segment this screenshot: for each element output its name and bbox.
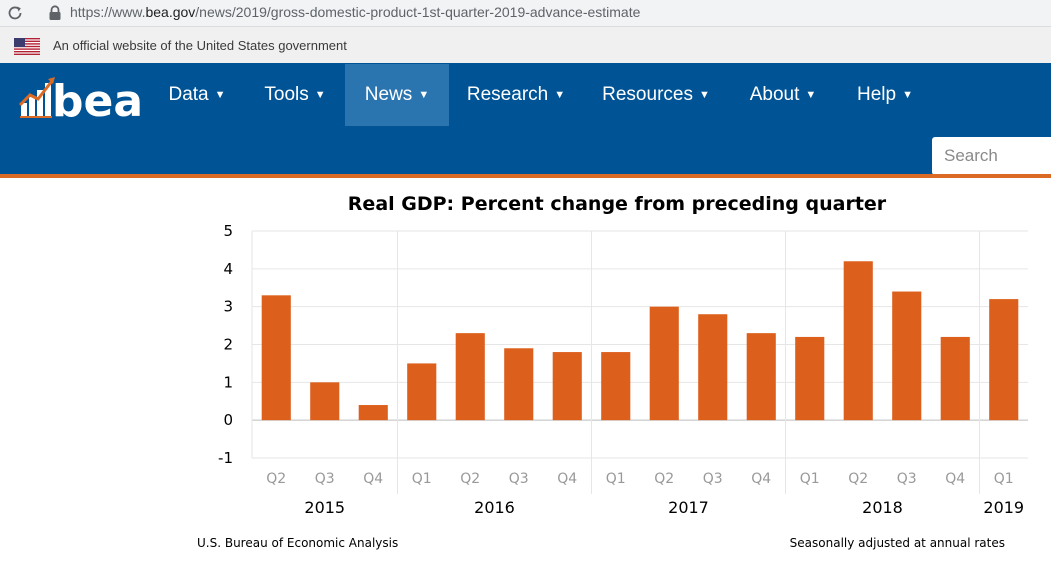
y-tick-label: 5 [223,222,233,240]
chevron-down-icon: ▼ [418,89,430,101]
bar [552,352,582,421]
nav-item-about[interactable]: About ▼ [735,64,831,126]
nav-item-research[interactable]: Research ▼ [455,64,577,126]
x-tick-label: Q2 [460,471,480,487]
x-tick-label: Q1 [606,471,626,487]
bar [746,333,776,421]
nav-item-help[interactable]: Help ▼ [843,64,927,126]
bar [892,291,922,421]
chevron-down-icon: ▼ [902,89,913,101]
gdp-bar-chart: Real GDP: Percent change from preceding … [197,193,1028,550]
x-tick-label: Q4 [363,471,383,487]
chevron-down-icon: ▼ [698,89,710,101]
bar [310,382,340,421]
x-tick-label: Q1 [412,471,432,487]
year-label: 2018 [862,498,903,517]
nav-item-label: Resources [602,84,693,105]
y-tick-label: 2 [223,336,233,354]
nav-item-tools[interactable]: Tools ▼ [248,64,342,126]
bar [795,336,825,421]
nav-accent-stripe [0,174,1051,178]
search-input[interactable] [932,137,1051,175]
x-axis-quarter-labels: Q2 Q3 Q4 Q1 Q2 Q3 Q4 Q1 Q2 Q3 Q4 Q1 Q2 Q3 Q4 Q1 [266,471,1013,487]
y-tick-label: 4 [223,260,233,278]
nav-item-label: Help [857,84,897,105]
y-axis-labels: 5 4 3 2 1 0 -1 [218,222,233,467]
year-label: 2016 [474,498,515,517]
logo-chart-icon [18,77,55,118]
bar [261,295,291,421]
x-tick-label: Q3 [897,471,917,487]
chevron-down-icon: ▼ [554,89,566,101]
main-navbar: bea Data ▼ Tools ▼ News ▼ Research ▼ Resourc… [0,63,1051,175]
bar [649,306,679,421]
year-label: 2015 [304,498,345,517]
nav-item-label: Research [466,84,549,105]
x-tick-label: Q3 [315,471,335,487]
chart-source: U.S. Bureau of Economic Analysis [197,536,398,550]
x-tick-label: Q4 [557,471,577,487]
year-label: 2019 [983,498,1024,517]
bar [504,348,534,421]
x-tick-label: Q4 [945,471,965,487]
nav-item-label: News [364,84,413,105]
year-label: 2017 [668,498,709,517]
gov-banner-text: An official website of the United States… [53,38,347,53]
bar [358,405,388,421]
bar [989,299,1019,421]
x-axis-year-labels: 2015 2016 2017 2018 2019 [304,498,1024,517]
url-path: /news/2019/gross-domestic-product-1st-qu… [195,4,641,20]
nav-item-label: About [749,84,800,105]
url-host: bea.gov [145,4,196,20]
url-prefix: https://www. [70,4,146,20]
chart-title: Real GDP: Percent change from preceding … [348,193,887,215]
x-tick-label: Q2 [848,471,868,487]
nav-item-label: Tools [264,84,309,105]
bea-logo[interactable]: bea [18,73,146,121]
y-tick-label: -1 [218,449,233,467]
bar [455,333,485,421]
us-flag-icon [14,38,40,55]
bar [407,363,437,421]
gov-banner: An official website of the United States… [0,27,1051,63]
chart-bars [261,261,1019,421]
reload-icon[interactable] [6,4,24,22]
x-tick-label: Q4 [751,471,771,487]
bar [698,314,728,421]
url-bar[interactable]: https://www.bea.gov/news/2019/gross-dome… [70,4,640,20]
chevron-down-icon: ▼ [214,89,226,101]
chevron-down-icon: ▼ [314,89,326,101]
y-tick-label: 0 [223,411,233,429]
logo-text: bea [52,76,143,121]
x-tick-label: Q1 [800,471,820,487]
x-tick-label: Q2 [654,471,674,487]
chevron-down-icon: ▼ [805,89,817,101]
y-tick-label: 3 [223,298,233,316]
browser-address-bar: https://www.bea.gov/news/2019/gross-dome… [0,0,1051,27]
x-tick-label: Q3 [509,471,529,487]
y-tick-label: 1 [223,373,233,391]
x-tick-label: Q1 [994,471,1014,487]
nav-item-resources[interactable]: Resources ▼ [590,64,722,126]
x-tick-label: Q3 [703,471,723,487]
bar [940,336,970,421]
chart-note: Seasonally adjusted at annual rates [790,536,1005,550]
bar [601,352,631,421]
bar [843,261,873,421]
nav-item-news[interactable]: News ▼ [345,64,449,126]
nav-item-data[interactable]: Data ▼ [152,64,242,126]
lock-icon[interactable] [48,5,62,21]
x-tick-label: Q2 [266,471,286,487]
nav-item-label: Data [168,84,209,105]
